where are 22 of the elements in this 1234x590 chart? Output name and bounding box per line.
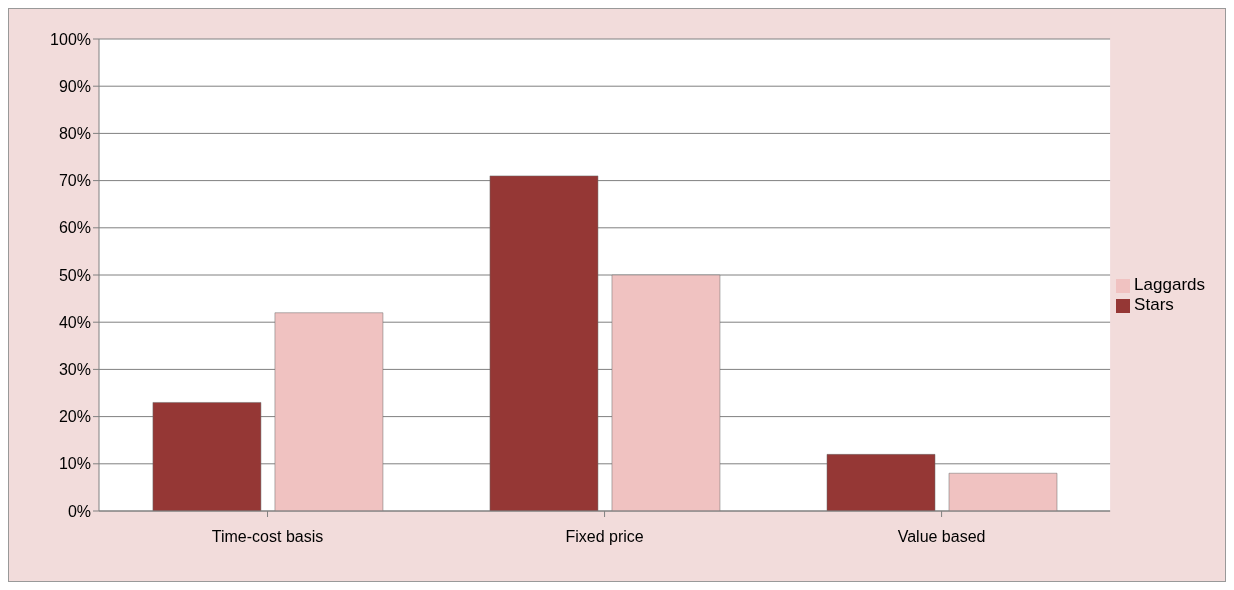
bar	[152, 402, 262, 511]
y-tick-label: 20%	[58, 408, 91, 426]
y-tick-label: 60%	[58, 219, 91, 237]
bar	[948, 472, 1058, 511]
bar	[826, 454, 936, 511]
y-tick-label: 100%	[50, 30, 91, 48]
y-tick-label: 0%	[67, 502, 91, 520]
y-tick-label: 90%	[58, 77, 91, 95]
y-tick-label: 80%	[58, 125, 91, 143]
y-tick-label: 40%	[58, 313, 91, 331]
bar	[611, 274, 721, 511]
bar	[489, 175, 599, 511]
y-tick-label: 70%	[58, 172, 91, 190]
legend-label: Stars	[1134, 295, 1174, 314]
x-tick-label: Time-cost basis	[211, 528, 324, 546]
bar	[274, 312, 384, 511]
y-tick-label: 30%	[58, 361, 91, 379]
x-tick-label: Fixed price	[565, 528, 644, 546]
y-tick-label: 10%	[58, 455, 91, 473]
legend-label: Laggards	[1134, 275, 1205, 294]
y-tick-label: 50%	[58, 266, 91, 284]
x-tick-label: Value based	[897, 528, 986, 546]
